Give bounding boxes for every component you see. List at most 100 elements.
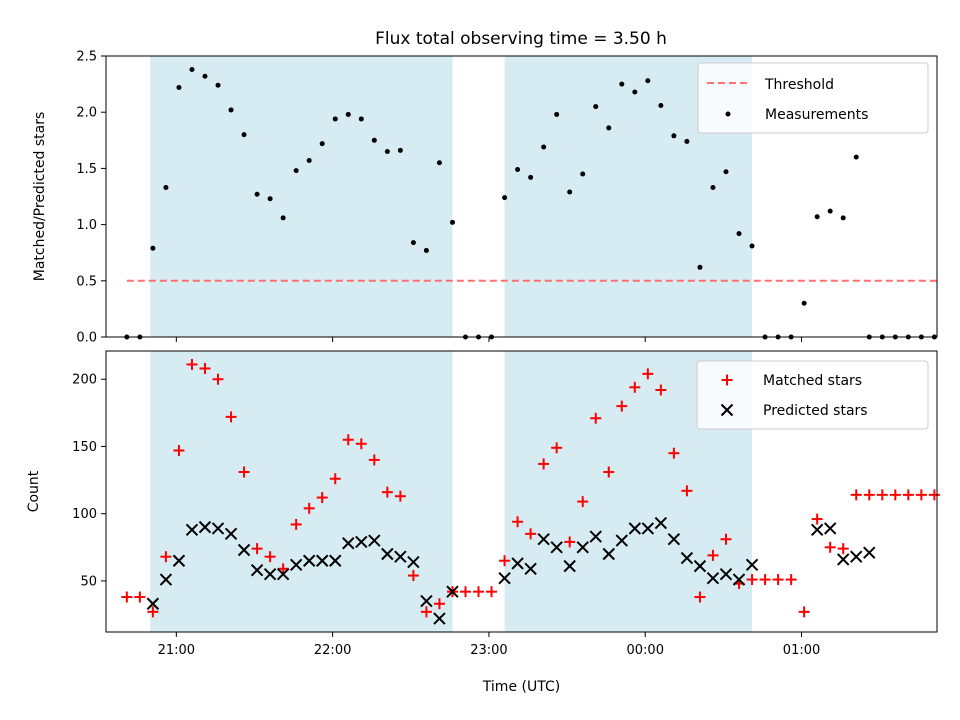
x-axis-label: Time (UTC) bbox=[482, 679, 560, 695]
measurement-point bbox=[801, 300, 807, 306]
measurement-point bbox=[632, 89, 638, 95]
predicted-star-point bbox=[837, 553, 850, 566]
measurement-point bbox=[749, 243, 755, 249]
measurement-point bbox=[606, 125, 612, 131]
matched-star-point bbox=[551, 442, 563, 454]
bottom-x-ticks: 21:00 22:00 23:00 00:00 01:00 bbox=[158, 632, 820, 658]
predicted-star-point bbox=[537, 533, 550, 546]
measurement-point bbox=[319, 141, 325, 147]
predicted-star-point bbox=[198, 520, 212, 534]
top-y-tick-label: 0.5 bbox=[76, 274, 97, 289]
predicted-star-point bbox=[446, 585, 459, 598]
predicted-star-point bbox=[159, 573, 173, 586]
matched-star-point bbox=[134, 591, 146, 603]
measurement-point bbox=[528, 174, 534, 180]
top-x-ticks bbox=[175, 337, 803, 342]
matched-star-point bbox=[746, 574, 758, 586]
measurement-point bbox=[541, 144, 547, 150]
measurement-point bbox=[723, 169, 729, 175]
matched-star-point bbox=[824, 541, 836, 553]
measurement-point bbox=[827, 208, 833, 214]
measurement-point bbox=[163, 185, 169, 191]
matched-star-point bbox=[316, 492, 328, 504]
predicted-star-point bbox=[589, 530, 602, 543]
legend-predicted-marker bbox=[720, 403, 734, 417]
top-y-tick-label: 2.0 bbox=[76, 106, 97, 121]
measurement-point bbox=[515, 167, 521, 173]
matched-star-point bbox=[863, 489, 875, 501]
matched-star-point bbox=[303, 502, 315, 514]
predicted-star-point bbox=[719, 567, 733, 581]
measurement-point bbox=[554, 111, 560, 117]
matched-star-point bbox=[655, 384, 667, 396]
measurement-point bbox=[502, 195, 508, 201]
measurement-point bbox=[436, 160, 442, 166]
measurement-point bbox=[710, 185, 716, 191]
measurement-point bbox=[306, 158, 312, 164]
predicted-star-point bbox=[732, 573, 746, 586]
predicted-star-point bbox=[420, 594, 433, 608]
matched-star-point bbox=[850, 489, 862, 501]
measurement-point bbox=[345, 111, 351, 117]
measurement-point bbox=[371, 137, 377, 143]
top-y-tick-label: 0.0 bbox=[76, 331, 97, 346]
top-axes-frame bbox=[105, 55, 938, 338]
measurement-point bbox=[332, 116, 338, 122]
bottom-y-tick-label: 150 bbox=[72, 440, 97, 455]
matched-star-point bbox=[173, 444, 185, 456]
measurement-point bbox=[176, 84, 182, 90]
chart-title: Flux total observing time = 3.50 h bbox=[375, 29, 667, 49]
measurement-point bbox=[645, 78, 651, 84]
matched-star-point bbox=[759, 574, 771, 586]
predicted-star-point bbox=[316, 554, 329, 567]
predicted-star-point bbox=[602, 547, 615, 561]
matched-star-point bbox=[564, 536, 576, 548]
legend-matched-label: Matched stars bbox=[763, 373, 862, 389]
top-y-ticks: 0.0 0.5 1.0 1.5 2.0 2.5 bbox=[76, 50, 106, 346]
predicted-star-point bbox=[850, 550, 863, 563]
measurement-point bbox=[423, 247, 429, 253]
bottom-legend-box bbox=[696, 360, 929, 430]
bottom-y-tick-label: 50 bbox=[80, 574, 97, 589]
matched-star-point bbox=[876, 489, 888, 501]
matched-star-point bbox=[394, 490, 406, 502]
matched-star-point bbox=[420, 606, 432, 618]
matched-star-point bbox=[486, 586, 498, 598]
matched-star-point bbox=[121, 591, 133, 603]
predicted-star-point bbox=[498, 572, 511, 585]
matched-star-point bbox=[928, 489, 940, 501]
matched-star-point bbox=[290, 518, 302, 530]
bottom-x-tick-label: 00:00 bbox=[627, 643, 664, 658]
measurement-point bbox=[814, 214, 820, 220]
matched-star-point bbox=[433, 598, 445, 610]
measurement-point bbox=[384, 149, 390, 155]
matched-star-point bbox=[342, 434, 354, 446]
legend-threshold-label: Threshold bbox=[764, 77, 834, 93]
matched-star-point bbox=[264, 551, 276, 563]
top-shaded-intervals bbox=[150, 56, 753, 337]
predicted-star-point bbox=[823, 522, 837, 535]
matched-star-point bbox=[225, 411, 237, 423]
bottom-axes-frame bbox=[105, 350, 938, 633]
matched-star-point bbox=[238, 466, 250, 478]
measurement-point bbox=[241, 132, 247, 138]
measurement-point bbox=[567, 189, 573, 195]
predicted-star-point bbox=[381, 547, 394, 561]
predicted-star-point bbox=[185, 523, 199, 537]
matched-star-point bbox=[459, 586, 471, 598]
top-legend: Threshold Measurements bbox=[697, 62, 929, 134]
matched-star-point bbox=[160, 551, 172, 563]
predicted-star-point bbox=[342, 537, 355, 550]
predicted-star-point bbox=[329, 554, 342, 567]
measurement-point bbox=[449, 219, 455, 225]
shaded-interval-1 bbox=[150, 351, 453, 632]
predicted-star-point bbox=[563, 559, 576, 573]
matched-star-point bbox=[186, 358, 198, 370]
matched-star-point bbox=[473, 586, 485, 598]
matched-star-point bbox=[616, 400, 628, 412]
matched-star-point bbox=[212, 373, 224, 385]
bottom-x-tick-label: 21:00 bbox=[158, 643, 195, 658]
measurement-point bbox=[410, 240, 416, 246]
matched-star-point bbox=[381, 486, 393, 498]
predicted-star-point bbox=[667, 533, 681, 546]
